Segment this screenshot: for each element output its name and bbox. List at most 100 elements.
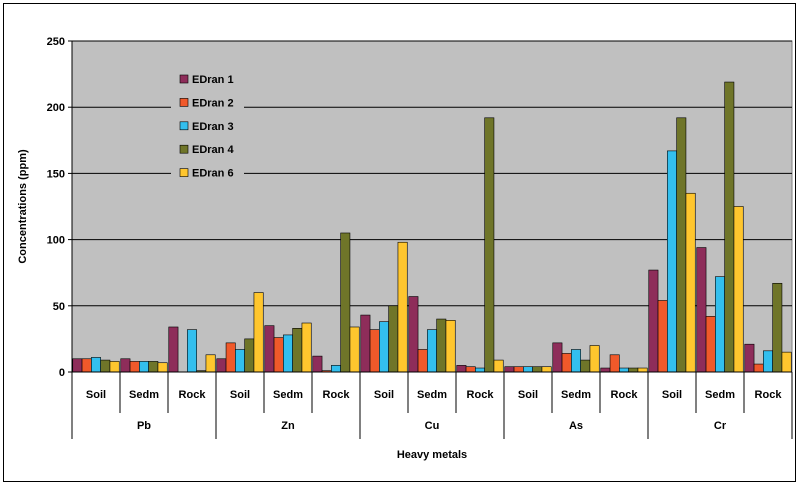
bar [187,329,197,373]
y-tick-label: 150 [47,168,65,180]
x-tick-label: Soil [662,389,682,401]
x-tick-label: Rock [179,389,207,401]
x-group-label: As [569,420,583,432]
legend: EDran 1 EDran 2 EDran 3 EDran 4 EDran 6 [171,67,244,190]
bar [513,366,524,373]
bar [484,117,495,373]
bar [91,357,101,373]
bar [456,365,467,373]
x-category-labels: Soil Sedm Rock Pb Soil Sedm Rock Zn Soil Sedm Rock… [71,372,793,439]
x-tick-label: Sedm [417,389,447,401]
bar [331,365,341,373]
bar [129,361,140,373]
legend-label: EDran 1 [192,74,234,86]
bar [349,326,360,373]
x-group-label: Zn [281,420,295,432]
bar [157,362,168,373]
x-tick-label: Sedm [705,389,735,401]
bar [715,276,725,373]
x-tick-label: Sedm [273,389,303,401]
bar [772,282,783,373]
legend-swatch [179,98,189,107]
bar [475,367,485,373]
bar [504,366,515,373]
bar [427,329,437,373]
bar [724,81,735,373]
x-tick-label: Soil [230,389,250,401]
bars [72,81,792,373]
bar [445,320,456,373]
bar [168,326,179,373]
bar [360,314,371,373]
bar [541,366,552,373]
bar [667,150,677,373]
x-tick-label: Rock [323,389,351,401]
bar [312,355,323,373]
bar [744,343,755,373]
x-tick-label: Rock [611,389,639,401]
bar [253,292,264,373]
x-group-label: Cr [714,420,727,432]
legend-swatch [179,144,189,154]
bar [619,367,629,373]
legend-label: EDran 3 [192,121,234,133]
bar [753,363,764,373]
legend-label: EDran 2 [192,97,234,109]
bar [493,359,504,373]
bar [552,342,563,373]
bar [465,366,476,373]
bar [532,366,543,373]
bar [417,349,428,373]
bar [580,359,591,373]
y-tick-label: 250 [47,36,65,48]
bar [340,232,351,373]
x-group-label: Cu [425,420,440,432]
bar [523,366,533,373]
x-group-label: Pb [137,420,151,432]
bar [648,269,659,373]
legend-swatch [179,121,189,131]
legend-swatch [179,168,189,177]
bar [408,296,419,373]
bar [148,361,159,373]
bar [388,305,399,373]
bar [100,359,111,373]
bar [628,367,639,373]
bar [685,192,696,373]
x-tick-label: Soil [86,389,106,401]
bar [283,334,293,373]
y-tick-labels: 0 50 100 150 200 250 [47,36,65,379]
bar [763,350,773,373]
bar [696,247,707,373]
bar [379,321,389,373]
bar [657,300,668,373]
y-tick-label: 0 [59,367,65,379]
x-axis-title: Heavy metals [397,449,467,461]
bar-chart: 0 50 100 150 200 250 Soil Sedm Rock Pb Soil Sedm Ro… [17,36,793,461]
axes [68,40,792,373]
legend-label: EDran 4 [192,144,234,156]
bar [139,361,149,373]
bar [637,367,648,373]
chart-frame: 0 50 100 150 200 250 Soil Sedm Rock Pb Soil Sedm Ro… [3,3,796,482]
x-tick-label: Soil [518,389,538,401]
bar [301,322,312,373]
bar [589,345,600,373]
x-tick-label: Sedm [561,389,591,401]
bar [397,241,408,373]
bar [600,367,611,373]
y-tick-label: 200 [47,102,65,114]
y-tick-label: 100 [47,235,65,247]
legend-label: EDran 6 [192,168,234,180]
x-tick-label: Rock [755,389,783,401]
bar [72,358,83,373]
bar [109,361,120,373]
bar [781,351,792,373]
y-axis-title: Concentrations (ppm) [17,149,29,264]
x-tick-label: Sedm [129,389,159,401]
bar [436,318,447,373]
bar [676,117,687,373]
bar [292,328,303,373]
bar [205,354,216,373]
bar [235,349,245,373]
